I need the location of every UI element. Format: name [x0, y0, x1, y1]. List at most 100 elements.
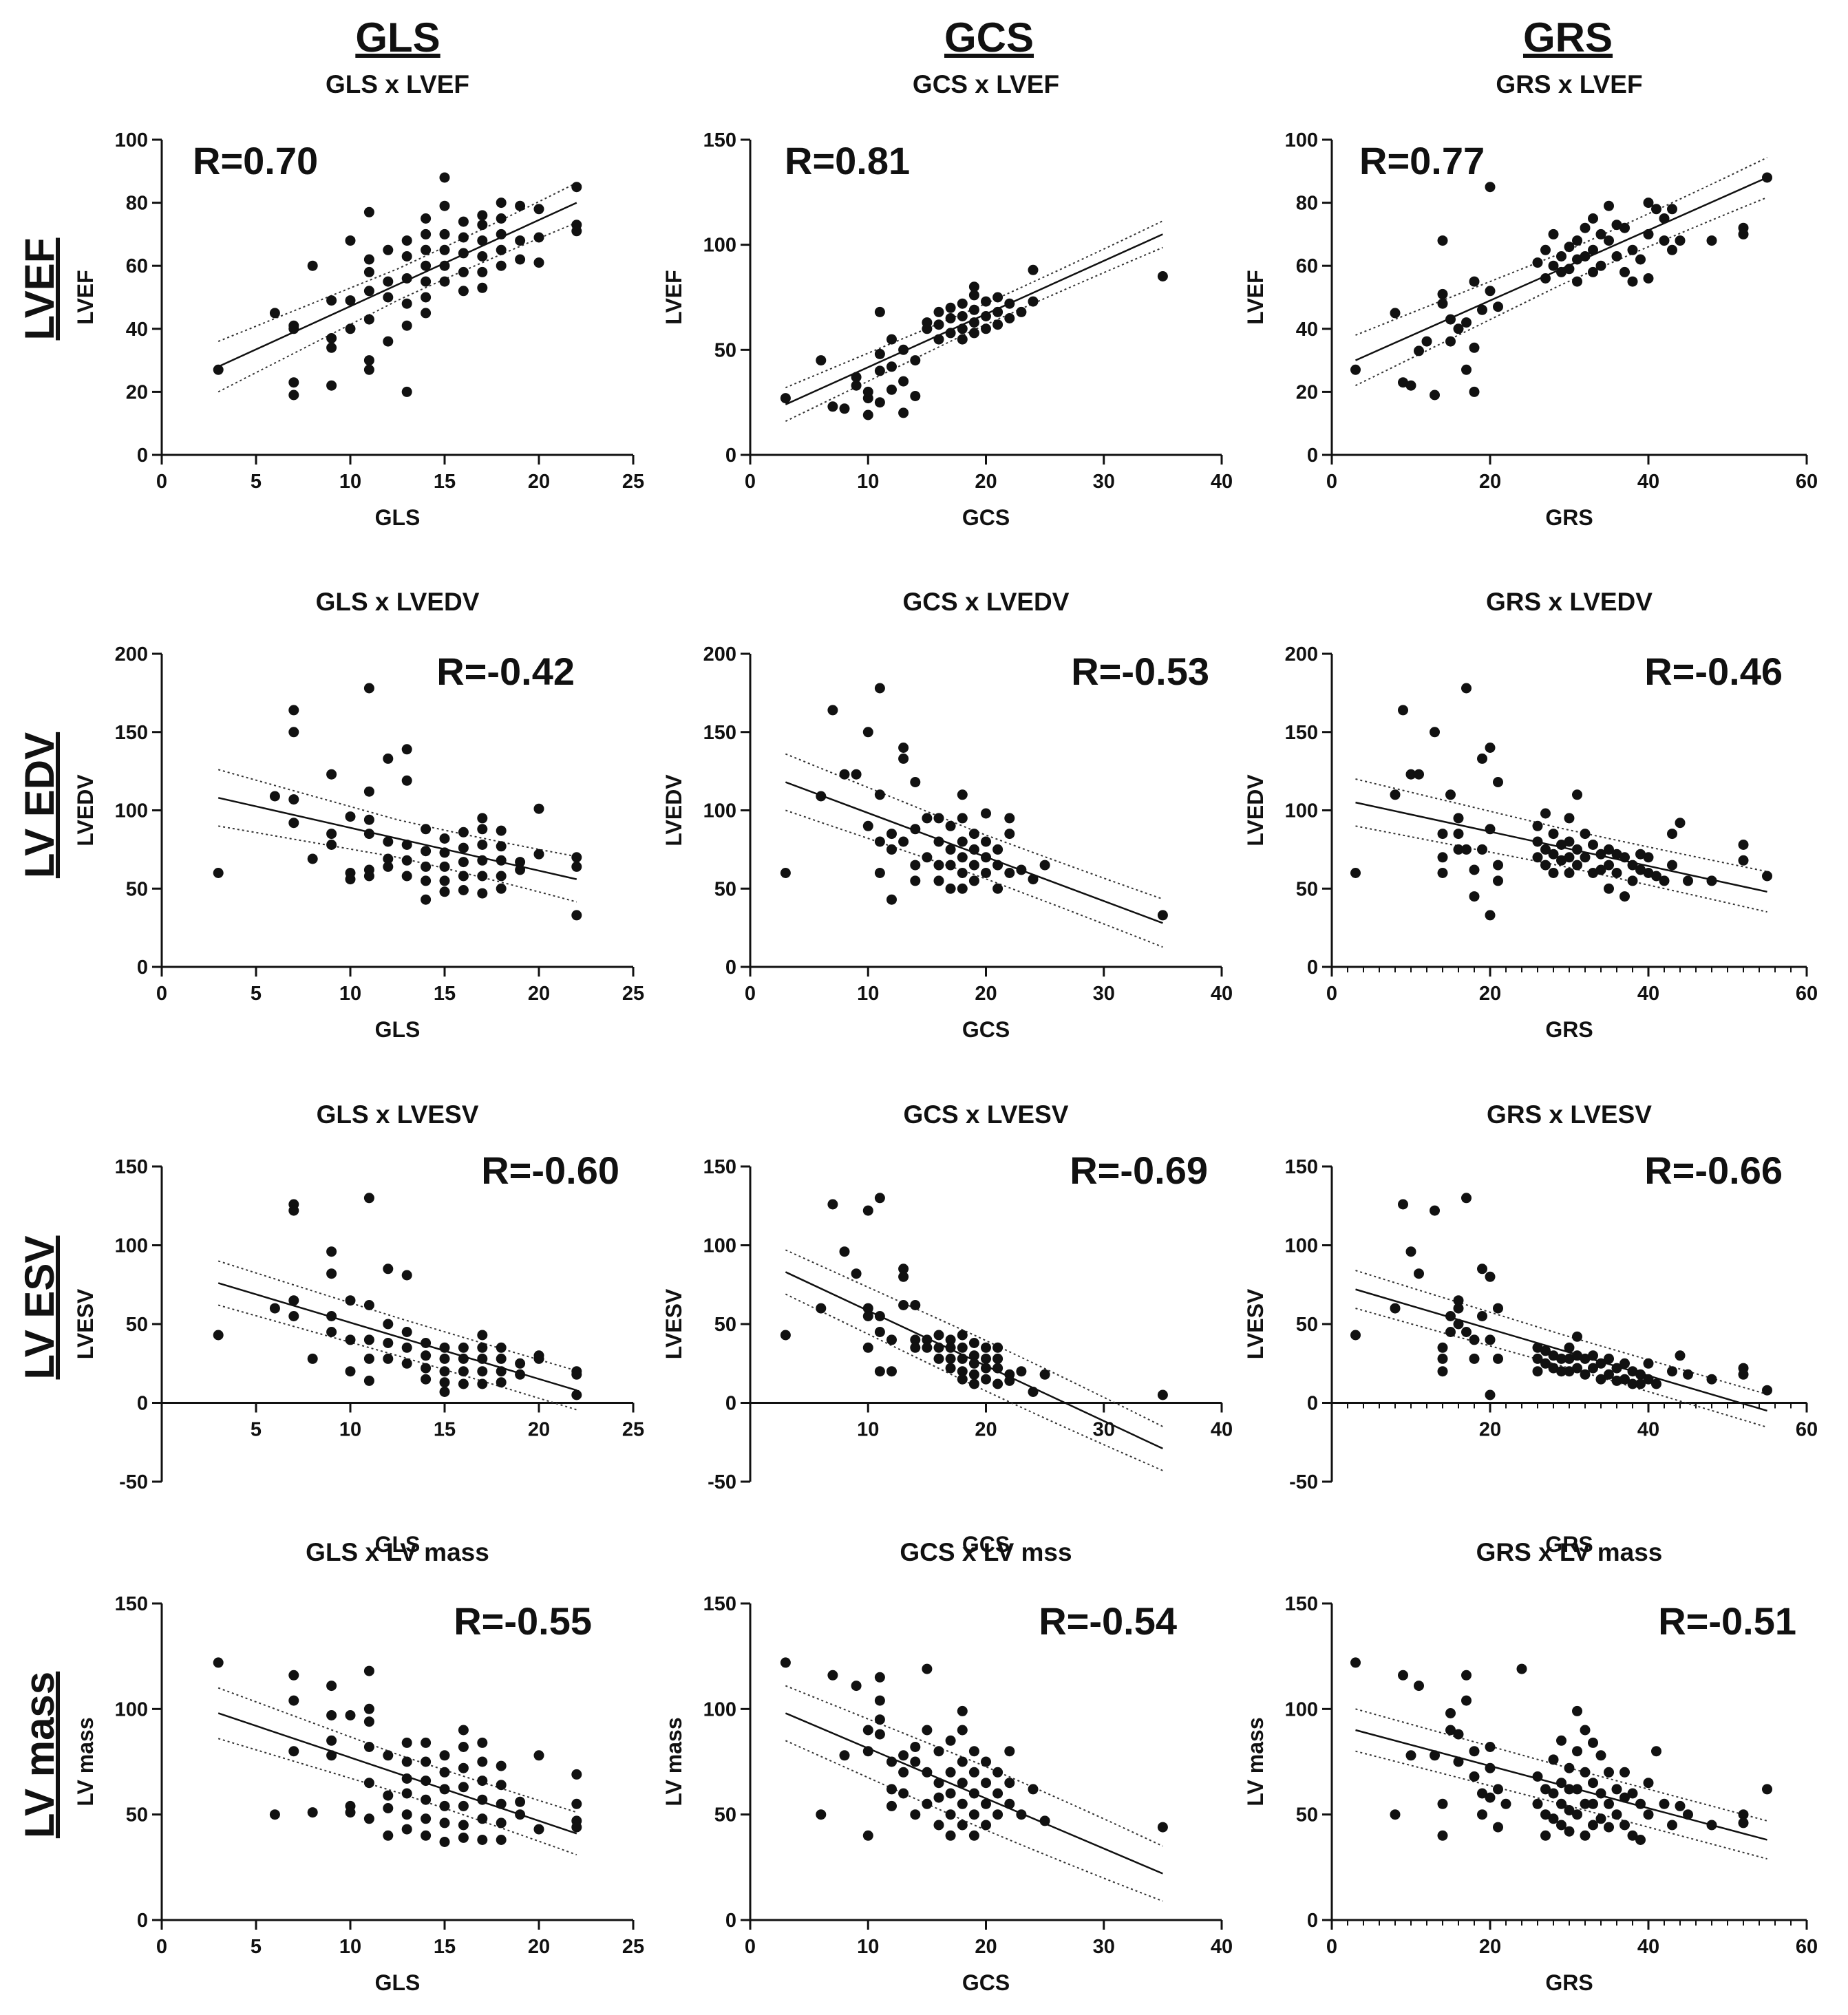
chart-4-x-tick-label: 40 — [1211, 983, 1233, 1005]
chart-3-point — [477, 813, 488, 824]
column-header-grs: GRS — [1523, 14, 1613, 61]
chart-3-point — [383, 853, 394, 864]
chart-0-point — [515, 235, 526, 246]
chart-4-point — [780, 868, 791, 878]
chart-3-point — [458, 885, 469, 895]
chart-7-point — [933, 1353, 944, 1364]
chart-6-point — [496, 1353, 507, 1364]
chart-0-point — [421, 276, 432, 287]
chart-3-point — [401, 855, 412, 866]
chart-11-point — [1564, 1805, 1575, 1815]
chart-4-point — [886, 829, 897, 840]
chart-7: GCS x LVESV -50 0 50 100 150 10 20 30 40 GCS LVESV R… — [661, 1100, 1233, 1557]
chart-10-point — [1028, 1784, 1039, 1795]
chart-1-point — [945, 328, 956, 339]
chart-0-point — [458, 216, 469, 227]
chart-10-point — [886, 1756, 897, 1767]
chart-5-point — [1445, 789, 1456, 800]
chart-3-y-tick-label: 0 — [137, 957, 148, 979]
chart-7-point — [1039, 1369, 1050, 1380]
chart-11-y-tick-label: 150 — [1285, 1593, 1318, 1615]
chart-5-point — [1453, 829, 1464, 840]
chart-1-point — [780, 393, 791, 404]
chart-9-y-tick-label: 50 — [126, 1804, 148, 1826]
chart-5-y-tick-label: 200 — [1285, 643, 1318, 665]
chart-10-point — [886, 1800, 897, 1811]
chart-5-point — [1469, 864, 1480, 875]
chart-5-point — [1485, 910, 1496, 921]
chart-11-point — [1493, 1784, 1503, 1795]
chart-11-point — [1556, 1735, 1566, 1746]
chart-11-x-axis-label: GRS — [1545, 1970, 1593, 1995]
chart-5-x-tick-label: 60 — [1796, 983, 1818, 1005]
chart-11-point — [1572, 1705, 1582, 1716]
chart-11-point — [1675, 1800, 1686, 1811]
chart-2-point — [1675, 235, 1686, 246]
chart-8-point — [1430, 1205, 1440, 1216]
chart-11-point — [1390, 1809, 1401, 1820]
chart-4-point — [922, 813, 933, 824]
chart-9-point — [458, 1820, 469, 1831]
chart-5-point — [1580, 852, 1591, 863]
chart-8-point — [1643, 1358, 1654, 1369]
chart-11-ci-upper — [1355, 1708, 1767, 1822]
chart-10-ci-upper — [785, 1685, 1163, 1847]
chart-10-point — [992, 1788, 1003, 1799]
chart-11-point — [1572, 1784, 1582, 1795]
chart-8-point — [1437, 1366, 1448, 1377]
chart-2-point — [1619, 222, 1630, 233]
chart-5-point — [1762, 871, 1772, 882]
chart-8-x-tick-label: 60 — [1796, 1419, 1818, 1441]
chart-8-y-tick-label: 0 — [1307, 1393, 1318, 1415]
chart-6-point — [345, 1295, 356, 1306]
chart-11: GRS x LV mass 0 50 100 150 0 20 40 60 GRS LV mass R… — [1243, 1538, 1818, 1995]
chart-11-point — [1564, 1762, 1575, 1773]
chart-2-point — [1619, 266, 1630, 277]
row-header-lv-mass: LV mass — [17, 1672, 63, 1838]
chart-2-point — [1580, 251, 1591, 262]
chart-4-point — [992, 844, 1003, 855]
chart-11-point — [1398, 1670, 1408, 1681]
chart-2-x-tick-label: 40 — [1637, 471, 1659, 493]
chart-0-point — [421, 292, 432, 303]
chart-3-point — [439, 875, 450, 886]
chart-0-point — [477, 266, 488, 277]
chart-4-point — [910, 777, 921, 787]
chart-5-point — [1604, 844, 1614, 855]
chart-7-point — [992, 1363, 1003, 1374]
chart-4-point — [933, 860, 944, 871]
chart-11-point — [1405, 1750, 1416, 1761]
chart-5-point — [1604, 883, 1614, 894]
chart-1-point — [968, 317, 979, 328]
chart-3-x-tick-label: 20 — [528, 983, 550, 1005]
chart-9-point — [288, 1695, 299, 1706]
chart-10-point — [957, 1778, 968, 1789]
chart-5-point — [1572, 844, 1582, 855]
chart-11-point — [1493, 1822, 1503, 1833]
chart-3-y-axis-label: LVEDV — [73, 774, 98, 846]
chart-0-point — [383, 292, 394, 303]
chart-10-point — [898, 1750, 909, 1761]
chart-5-point — [1453, 844, 1464, 855]
chart-10-point — [981, 1778, 991, 1789]
chart-1-point — [886, 361, 897, 372]
chart-4-point — [968, 829, 979, 840]
chart-5-point — [1564, 852, 1575, 863]
chart-8-point — [1635, 1369, 1646, 1380]
chart-8-point — [1477, 1264, 1487, 1275]
chart-4-point — [910, 824, 921, 835]
chart-0-point — [363, 314, 374, 325]
chart-3-point — [383, 861, 394, 872]
chart-7-point — [957, 1330, 968, 1341]
chart-5-point — [1430, 727, 1440, 738]
chart-1-point — [910, 391, 921, 401]
chart-8-point — [1469, 1353, 1480, 1364]
chart-6-point — [363, 1353, 374, 1364]
chart-6-x-tick-label: 5 — [251, 1419, 262, 1441]
chart-3-point — [439, 833, 450, 844]
chart-4-point — [874, 868, 885, 878]
chart-2-point — [1485, 182, 1496, 193]
chart-9-point — [458, 1725, 469, 1736]
chart-9-point — [496, 1760, 507, 1771]
